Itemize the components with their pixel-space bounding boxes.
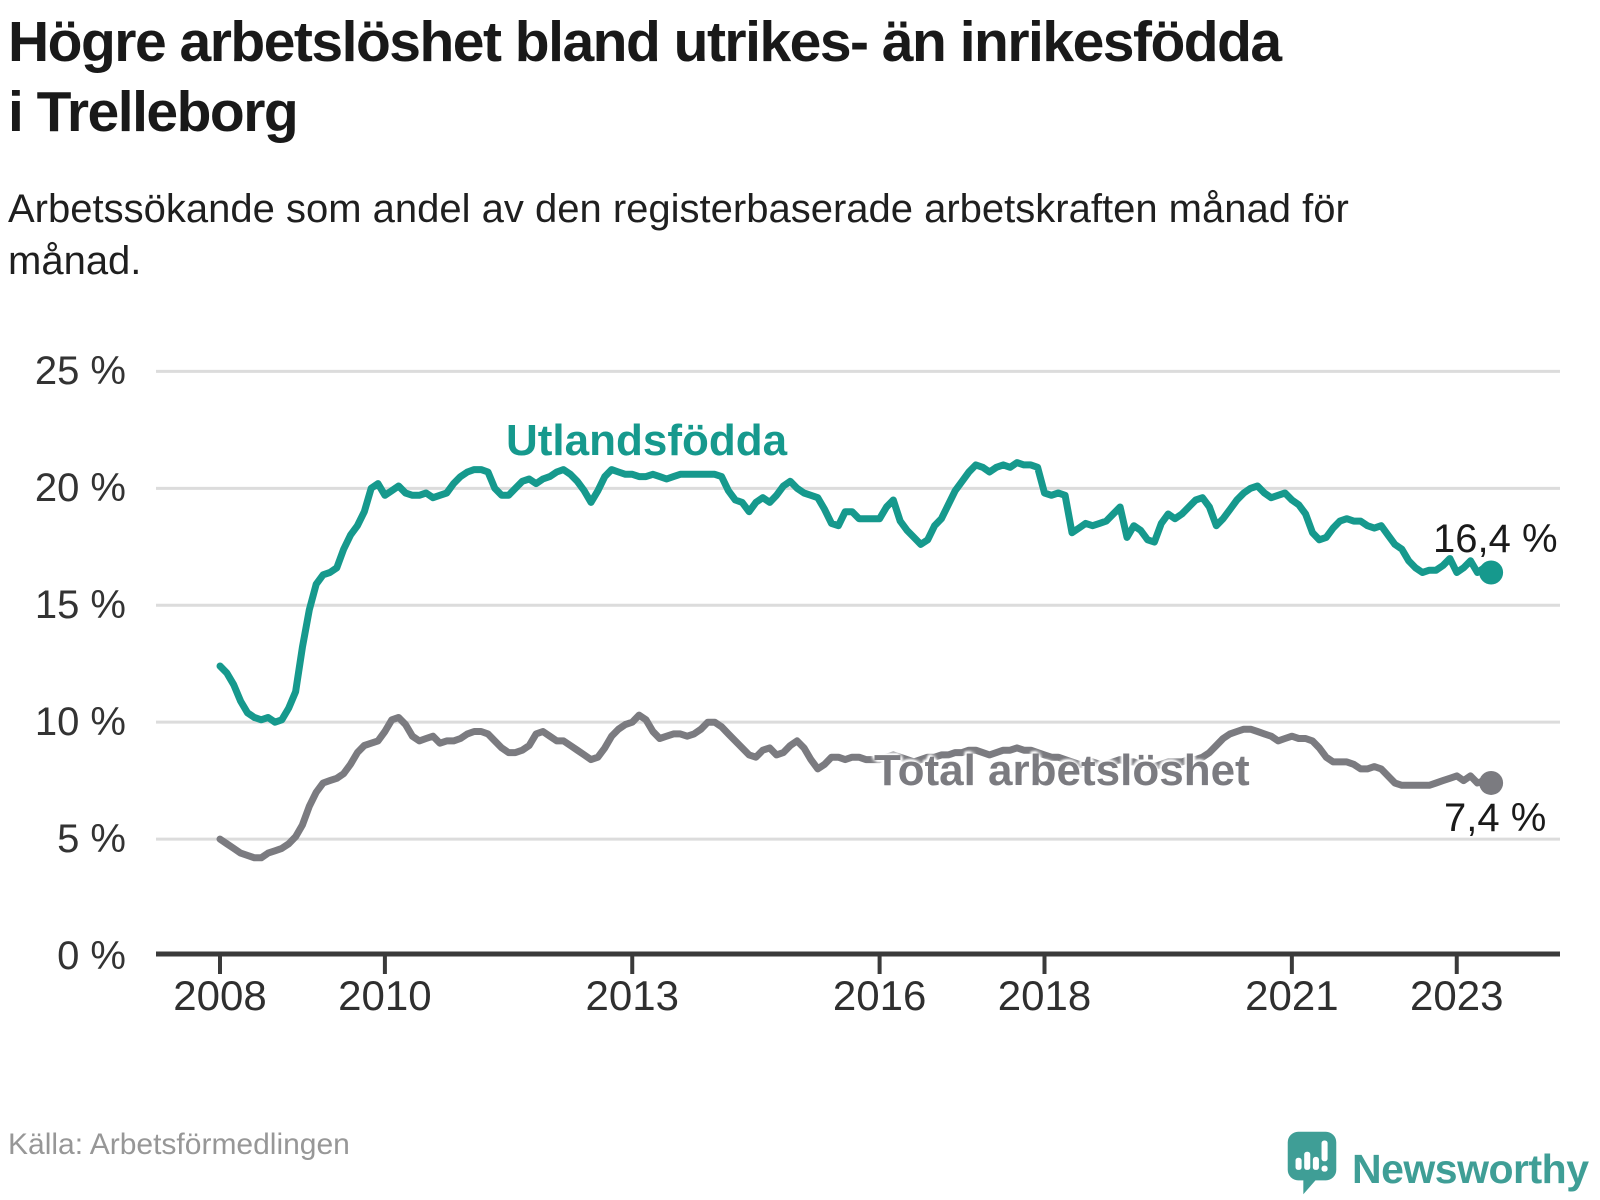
chart-title: Högre arbetslöshet bland utrikes- än inr… xyxy=(8,10,1282,144)
y-tick-label: 15 % xyxy=(34,583,126,628)
x-tick-label: 2008 xyxy=(173,972,267,1019)
y-tick-label: 5 % xyxy=(57,817,126,862)
end-value-total: 7,4 % xyxy=(1444,796,1547,840)
chart-subtitle: Arbetssökande som andel av den registerb… xyxy=(8,187,1349,283)
line-utlandsfodda xyxy=(216,459,1495,726)
x-tick-label: 2021 xyxy=(1245,972,1339,1019)
x-tick-label: 2016 xyxy=(832,972,927,1019)
x-tick-label: 2018 xyxy=(997,972,1092,1019)
y-tick-label: 25 % xyxy=(34,349,126,394)
end-dot-utlandsfodda xyxy=(1479,560,1504,585)
x-tick-label: 2013 xyxy=(585,972,679,1019)
line-total-arbetsloshet xyxy=(216,711,1495,862)
series-label-total-arbetsloshet: Total arbetslöshet xyxy=(874,746,1250,795)
series-label-utlandsfodda: Utlandsfödda xyxy=(506,416,788,465)
y-tick-label: 20 % xyxy=(34,466,126,511)
newsworthy-icon xyxy=(1287,1131,1337,1195)
x-tick-label: 2010 xyxy=(338,972,432,1019)
y-tick-label: 0 % xyxy=(57,934,126,978)
x-tick-label: 2023 xyxy=(1410,972,1504,1019)
brand-name: Newsworthy xyxy=(1352,1145,1589,1192)
end-dot-total xyxy=(1479,770,1504,795)
brand-logo: Newsworthy xyxy=(1286,1130,1589,1196)
end-value-utlandsfodda: 16,4 % xyxy=(1433,517,1558,561)
y-tick-label: 10 % xyxy=(34,700,126,745)
source-note: Källa: Arbetsförmedlingen xyxy=(8,1128,350,1161)
